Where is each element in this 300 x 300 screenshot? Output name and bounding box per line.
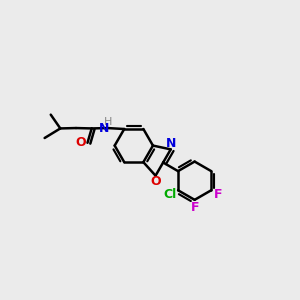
- Text: Cl: Cl: [163, 188, 176, 202]
- Text: N: N: [99, 122, 109, 135]
- Text: O: O: [151, 175, 161, 188]
- Text: O: O: [76, 136, 86, 149]
- Text: N: N: [166, 137, 176, 150]
- Text: F: F: [190, 201, 199, 214]
- Text: F: F: [214, 188, 222, 201]
- Text: H: H: [104, 117, 112, 127]
